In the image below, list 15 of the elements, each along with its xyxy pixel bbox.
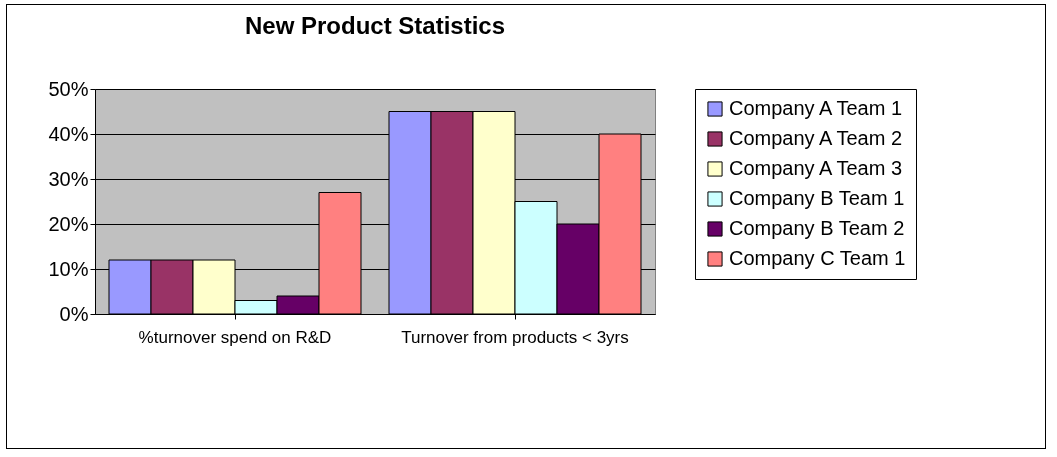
- y-tick-label: 20%: [48, 212, 89, 235]
- x-tick-label: Turnover from products < 3yrs: [401, 327, 629, 347]
- legend-label: Company B Team 1: [729, 187, 905, 209]
- legend-label: Company C Team 1: [729, 247, 906, 269]
- y-tick-label: 50%: [48, 77, 89, 100]
- legend-label: Company A Team 3: [729, 157, 903, 179]
- y-tick-label: 10%: [48, 257, 89, 280]
- y-tick-label: 40%: [48, 122, 89, 145]
- y-tick-label: 0%: [59, 302, 89, 325]
- legend-label: Company B Team 2: [729, 217, 905, 239]
- legend-label: Company A Team 2: [729, 127, 903, 149]
- y-tick-label: 30%: [48, 167, 89, 190]
- chart-title: New Product Statistics: [244, 12, 506, 39]
- x-tick-label: %turnover spend on R&D: [138, 327, 332, 347]
- legend-label: Company A Team 1: [729, 97, 903, 119]
